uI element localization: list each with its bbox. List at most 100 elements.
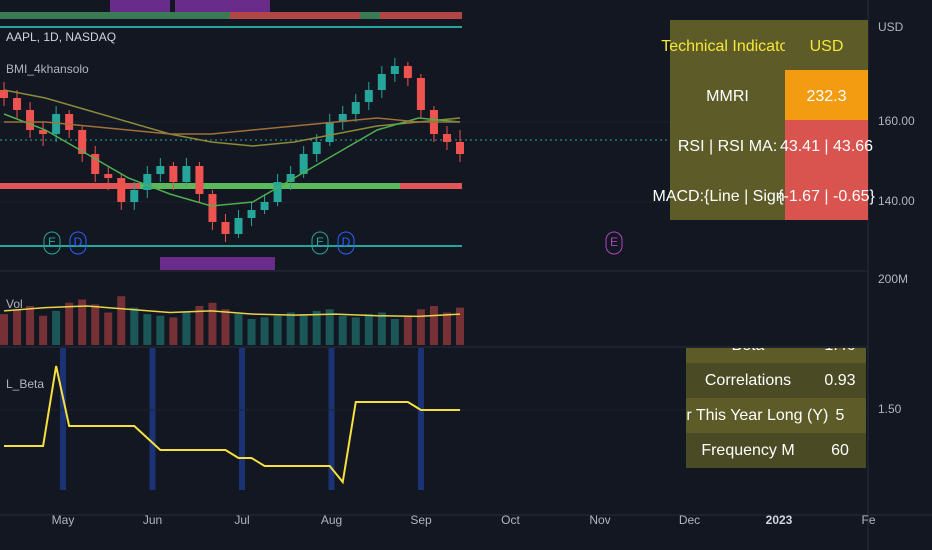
volume-bar — [364, 314, 373, 345]
candle-body — [208, 194, 217, 222]
volume-bar — [221, 309, 230, 345]
candle-body — [130, 190, 139, 202]
volume-bar — [338, 315, 347, 345]
volume-bar — [26, 306, 35, 345]
candle-body — [325, 122, 334, 142]
candle-body — [456, 142, 464, 154]
volume-bar — [65, 302, 74, 345]
time-label: Dec — [679, 513, 700, 527]
table-text: 232.3 — [806, 88, 846, 105]
volume-ma — [3, 305, 461, 318]
volume-tick-label: 200M — [878, 272, 908, 286]
beta-tick-label: 1.50 — [878, 402, 902, 416]
volume-bar — [130, 307, 139, 345]
volume-bar — [13, 309, 22, 345]
table-row — [686, 363, 866, 398]
table-text: MACD:{Line | Signal} — [652, 188, 803, 205]
time-label: Aug — [321, 513, 342, 527]
table-text: 43.41 | 43.66 — [780, 138, 873, 155]
event-marker — [311, 231, 329, 255]
table-text: RSI | RSI MA: — [678, 138, 777, 155]
candle-body — [39, 130, 48, 134]
volume-bar — [299, 314, 308, 345]
volume-bar — [156, 315, 165, 345]
table-cell — [785, 170, 868, 220]
volume-bar — [91, 304, 100, 345]
candle-body — [117, 178, 126, 202]
event-label: D — [74, 235, 83, 249]
moving-average — [3, 113, 461, 207]
price-tick-label: 140.00 — [878, 194, 915, 208]
indicator-label: BMI_4khansolo — [6, 62, 89, 76]
table-text: Beta — [732, 337, 765, 354]
candle-body — [195, 166, 204, 194]
moving-average — [3, 89, 461, 147]
candle-body — [104, 174, 113, 178]
time-label: Oct — [501, 513, 520, 527]
table-cell — [670, 70, 785, 120]
volume-label: Vol — [6, 297, 23, 311]
volume-bar — [390, 319, 399, 345]
event-label: E — [48, 235, 56, 249]
candle-body — [182, 166, 191, 182]
candle-body — [13, 98, 22, 110]
table-text: 60 — [831, 442, 849, 459]
candle-body — [312, 142, 321, 154]
table-text: USD — [810, 38, 844, 55]
status-strip — [0, 0, 868, 270]
candle-body — [52, 114, 61, 134]
table-text: MMRI — [706, 88, 749, 105]
volume-bar — [143, 314, 152, 345]
table-row — [686, 348, 866, 363]
candle-body — [169, 166, 178, 182]
table-text: 0.93 — [824, 372, 855, 389]
candle-body — [286, 174, 295, 182]
beta-line — [4, 365, 460, 485]
time-label: Nov — [589, 513, 610, 527]
volume-bar — [78, 299, 87, 345]
candle-body — [416, 78, 425, 110]
event-marker — [69, 231, 87, 255]
volume-bar — [429, 306, 438, 345]
candle-body — [260, 202, 269, 210]
candle-body — [377, 74, 386, 90]
candle-body — [26, 110, 35, 130]
table-cell — [785, 70, 868, 120]
moving-average — [4, 117, 460, 135]
period-band — [328, 348, 335, 490]
candle-body — [0, 90, 8, 98]
time-label: Jul — [234, 513, 249, 527]
volume-bar — [456, 307, 464, 345]
period-band — [418, 348, 424, 490]
period-band — [60, 348, 66, 490]
candle-body — [247, 210, 256, 218]
table-cell — [670, 120, 785, 170]
time-label: Jun — [143, 513, 162, 527]
table-text: For This Year Long (Y) — [668, 407, 829, 424]
candle-body — [364, 90, 373, 102]
candle-body — [442, 134, 451, 142]
candle-body — [390, 66, 399, 74]
table-row — [686, 433, 866, 468]
candle-body — [221, 222, 230, 234]
table-cell — [785, 20, 868, 70]
event-label: D — [342, 235, 351, 249]
symbol-label: AAPL, 1D, NASDAQ — [6, 30, 116, 44]
table-text: 1.46 — [824, 337, 855, 354]
table-text: Technical Indicator — [661, 38, 794, 55]
volume-bar — [39, 315, 48, 345]
table-text: Frequency M — [701, 442, 794, 459]
volume-bar — [234, 314, 243, 345]
volume-bar — [312, 310, 321, 345]
volume-bar — [403, 315, 412, 345]
candle-body — [299, 154, 308, 174]
table-cell — [670, 20, 785, 70]
candle-body — [65, 114, 74, 130]
volume-bar — [169, 317, 178, 345]
volume-bar — [286, 312, 295, 345]
table-row — [686, 398, 866, 433]
candle-body — [351, 102, 360, 114]
time-label: 2023 — [766, 513, 793, 527]
event-marker — [43, 231, 61, 255]
